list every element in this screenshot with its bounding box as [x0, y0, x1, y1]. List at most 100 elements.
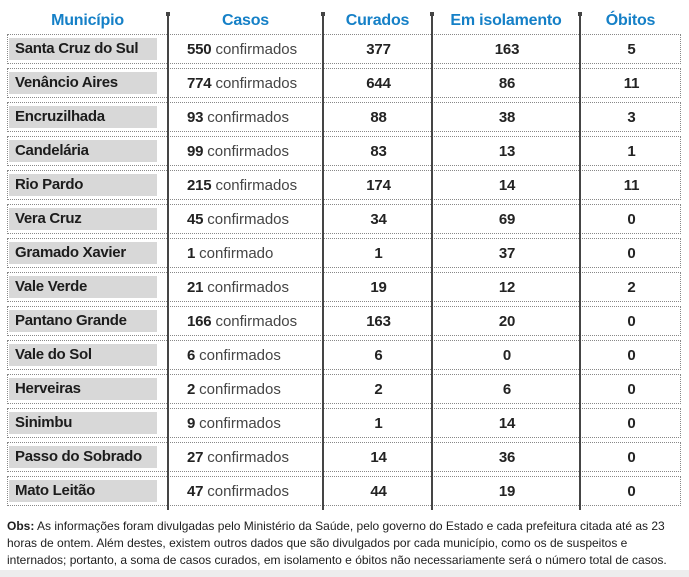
- column-header-municipio: Município: [51, 12, 124, 29]
- deaths-value: 11: [623, 74, 640, 92]
- table-row: Mato Leitão 47 confirmados 44 19 0: [7, 476, 681, 506]
- isolation-value: 36: [498, 448, 516, 466]
- isolation-value: 12: [498, 278, 516, 296]
- footnote-label: Obs:: [7, 519, 35, 533]
- cases-suffix: confirmados: [215, 176, 298, 194]
- column-divider-line: [578, 12, 582, 510]
- column-divider-line: [430, 12, 434, 510]
- cases-cell: 93 confirmados: [169, 109, 324, 126]
- deaths-value: 0: [627, 482, 636, 500]
- cases-suffix: confirmados: [207, 278, 289, 296]
- cases-cell: 45 confirmados: [169, 211, 324, 228]
- cases-count: 215: [187, 176, 212, 194]
- cured-value: 6: [374, 346, 383, 364]
- column-divider-line: [321, 12, 325, 510]
- cured-value: 34: [370, 210, 387, 228]
- table-row: Vale do Sol 6 confirmados 6 0 0: [7, 340, 681, 370]
- bottom-strip: [0, 570, 689, 577]
- isolation-value: 69: [498, 210, 516, 228]
- cases-count: 1: [187, 244, 196, 262]
- cases-count: 21: [187, 278, 204, 296]
- municipality-cell: Rio Pardo: [8, 174, 169, 196]
- cases-suffix: confirmados: [207, 108, 289, 126]
- cured-value: 88: [370, 108, 387, 126]
- deaths-value: 3: [627, 108, 636, 126]
- cases-cell: 27 confirmados: [169, 449, 324, 466]
- municipality-cell: Mato Leitão: [8, 480, 169, 502]
- municipality-cell: Encruzilhada: [8, 106, 169, 128]
- municipality-name: Gramado Xavier: [9, 242, 157, 264]
- cured-value: 174: [366, 176, 391, 194]
- cases-count: 550: [187, 40, 212, 58]
- cases-count: 774: [187, 74, 212, 92]
- deaths-value: 0: [627, 244, 636, 262]
- table-body: Santa Cruz do Sul 550 confirmados 377 163…: [7, 34, 681, 506]
- table-row: Pantano Grande 166 confirmados 163 20 0: [7, 306, 681, 336]
- municipality-cell: Herveiras: [8, 378, 169, 400]
- isolation-value: 38: [498, 108, 516, 126]
- isolation-value: 86: [498, 74, 516, 92]
- column-header-casos: Casos: [221, 12, 270, 29]
- cases-cell: 6 confirmados: [169, 347, 324, 364]
- isolation-value: 0: [502, 346, 512, 364]
- cases-count: 45: [187, 210, 204, 228]
- table-row: Passo do Sobrado 27 confirmados 14 36 0: [7, 442, 681, 472]
- table-row: Vera Cruz 45 confirmados 34 69 0: [7, 204, 681, 234]
- cases-suffix: confirmados: [199, 346, 281, 364]
- municipality-cell: Sinimbu: [8, 412, 169, 434]
- cases-count: 2: [187, 380, 196, 398]
- table-row: Encruzilhada 93 confirmados 88 38 3: [7, 102, 681, 132]
- table-row: Sinimbu 9 confirmados 1 14 0: [7, 408, 681, 438]
- municipality-name: Venâncio Aires: [9, 72, 157, 94]
- cases-count: 9: [187, 414, 196, 432]
- deaths-value: 0: [627, 414, 636, 432]
- cases-suffix: confirmados: [199, 414, 281, 432]
- column-header-obitos: Óbitos: [605, 12, 656, 29]
- cases-suffix: confirmado: [199, 244, 274, 262]
- cases-suffix: confirmados: [199, 380, 281, 398]
- deaths-value: 2: [627, 278, 636, 296]
- cases-cell: 47 confirmados: [169, 483, 324, 500]
- table-row: Rio Pardo 215 confirmados 174 14 11: [7, 170, 681, 200]
- cases-count: 47: [187, 482, 204, 500]
- cases-suffix: confirmados: [207, 210, 289, 228]
- deaths-value: 0: [627, 448, 636, 466]
- cured-value: 83: [370, 142, 387, 160]
- cured-value: 44: [370, 482, 387, 500]
- cases-suffix: confirmados: [207, 448, 289, 466]
- cases-cell: 2 confirmados: [169, 381, 324, 398]
- table-row: Santa Cruz do Sul 550 confirmados 377 163…: [7, 34, 681, 64]
- municipality-name: Santa Cruz do Sul: [9, 38, 157, 60]
- isolation-value: 14: [498, 414, 516, 432]
- table-row: Herveiras 2 confirmados 2 6 0: [7, 374, 681, 404]
- deaths-value: 1: [627, 142, 636, 160]
- cases-count: 166: [187, 312, 212, 330]
- municipality-cell: Vale do Sol: [8, 344, 169, 366]
- column-header-curados: Curados: [345, 12, 410, 29]
- municipality-name: Encruzilhada: [9, 106, 157, 128]
- municipality-cell: Candelária: [8, 140, 169, 162]
- municipality-name: Herveiras: [9, 378, 157, 400]
- cured-value: 19: [370, 278, 387, 296]
- cases-cell: 774 confirmados: [169, 75, 324, 92]
- deaths-value: 5: [627, 40, 636, 58]
- cases-cell: 166 confirmados: [169, 313, 324, 330]
- cured-value: 1: [374, 244, 383, 262]
- municipality-name: Pantano Grande: [9, 310, 157, 332]
- column-divider-line: [166, 12, 170, 510]
- municipality-name: Passo do Sobrado: [9, 446, 157, 468]
- cases-cell: 21 confirmados: [169, 279, 324, 296]
- municipality-name: Vale do Sol: [9, 344, 157, 366]
- cases-suffix: confirmados: [207, 482, 289, 500]
- covid-municipalities-table: Município Casos Curados Em isolamento Ób…: [7, 8, 681, 510]
- footnote: Obs: As informações foram divulgadas pel…: [7, 518, 685, 569]
- isolation-value: 13: [498, 142, 516, 160]
- isolation-value: 19: [498, 482, 516, 500]
- table-header: Município Casos Curados Em isolamento Ób…: [7, 8, 681, 34]
- municipality-cell: Vera Cruz: [8, 208, 169, 230]
- cases-cell: 9 confirmados: [169, 415, 324, 432]
- cases-suffix: confirmados: [215, 40, 298, 58]
- municipality-name: Vera Cruz: [9, 208, 157, 230]
- cases-count: 93: [187, 108, 204, 126]
- deaths-value: 11: [623, 176, 640, 194]
